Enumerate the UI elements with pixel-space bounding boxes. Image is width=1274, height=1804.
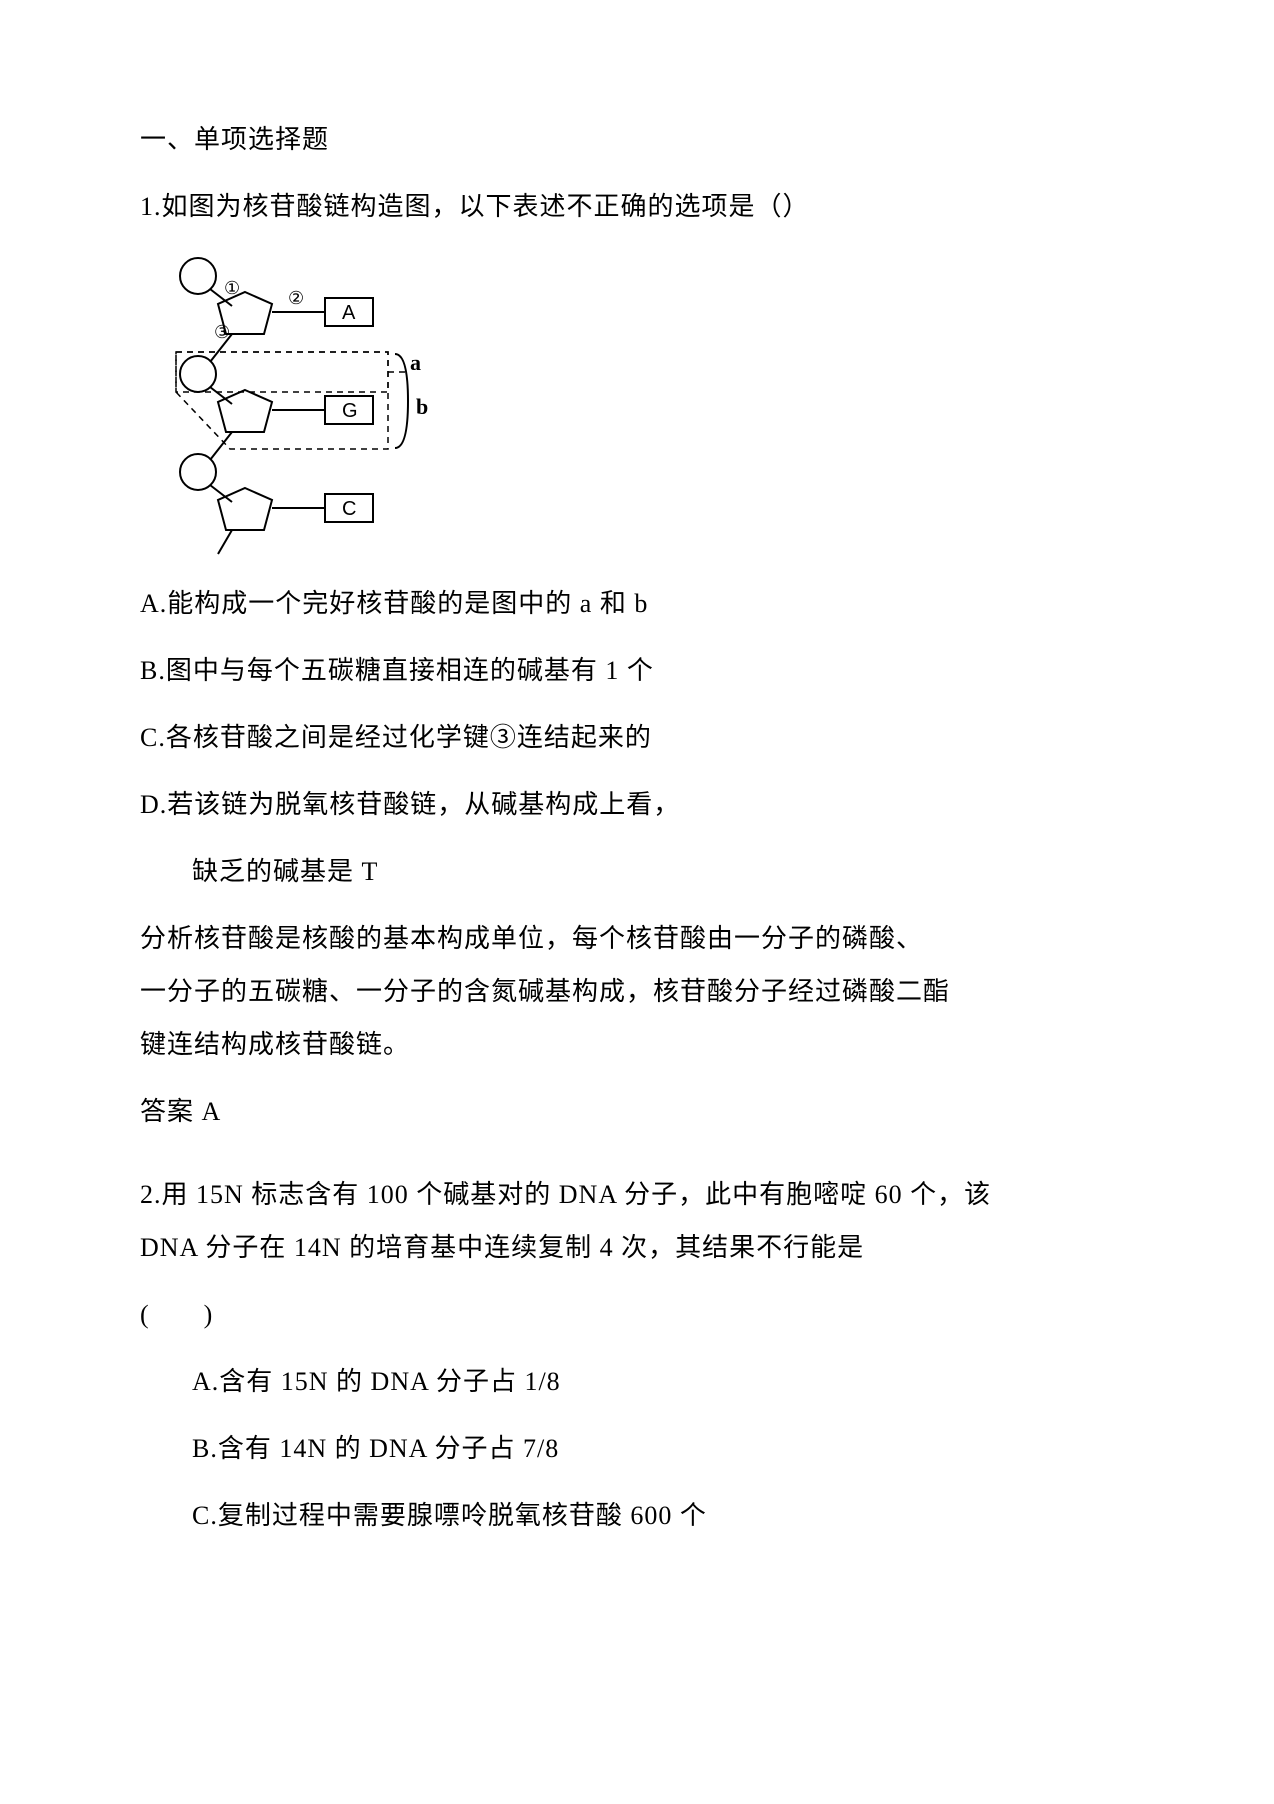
base-label-C: C bbox=[342, 498, 356, 520]
q1-stem: 1.如图为核苷酸链构造图，以下表述不正确的选项是（） bbox=[140, 187, 1134, 226]
q2-option-a: A.含有 15N 的 DNA 分子占 1/8 bbox=[140, 1362, 1134, 1401]
q1-option-a: A.能构成一个完好核苷酸的是图中的 a 和 b bbox=[140, 584, 1134, 623]
q2-paren: ( ) bbox=[140, 1295, 1134, 1334]
q1-option-c: C.各核苷酸之间是经过化学键③连结起来的 bbox=[140, 718, 1134, 757]
page: 一、单项选择题 1.如图为核苷酸链构造图，以下表述不正确的选项是（） A ① ②… bbox=[0, 0, 1274, 1804]
q1-analysis-l1: 分析核苷酸是核酸的基本构成单位，每个核苷酸由一分子的磷酸、 bbox=[140, 919, 1134, 958]
q1-analysis-l2: 一分子的五碳糖、一分子的含氮碱基构成，核苷酸分子经过磷酸二酯 bbox=[140, 972, 1134, 1011]
nucleotide-diagram-svg: A ① ② ③ G a b C bbox=[170, 254, 470, 559]
circled-1: ① bbox=[224, 278, 240, 298]
circled-2: ② bbox=[288, 288, 304, 308]
q1-option-d-line1: D.若该链为脱氧核苷酸链，从碱基构成上看， bbox=[140, 785, 1134, 824]
q1-option-d-line2: 缺乏的碱基是 T bbox=[140, 852, 1134, 891]
q2-option-c: C.复制过程中需要腺嘌呤脱氧核苷酸 600 个 bbox=[140, 1496, 1134, 1535]
q2-option-b: B.含有 14N 的 DNA 分子占 7/8 bbox=[140, 1429, 1134, 1468]
bracket-label-a: a bbox=[410, 350, 421, 375]
q1-diagram: A ① ② ③ G a b C bbox=[170, 254, 1134, 564]
q2-stem-l2: DNA 分子在 14N 的培育基中连续复制 4 次，其结果不行能是 bbox=[140, 1228, 1134, 1267]
q1-answer: 答案 A bbox=[140, 1092, 1134, 1131]
base-label-A: A bbox=[342, 302, 356, 324]
bracket-label-b: b bbox=[416, 394, 428, 419]
section-heading: 一、单项选择题 bbox=[140, 120, 1134, 159]
base-label-G: G bbox=[342, 400, 358, 422]
q1-analysis-l3: 键连结构成核苷酸链。 bbox=[140, 1025, 1134, 1064]
q1-option-b: B.图中与每个五碳糖直接相连的碱基有 1 个 bbox=[140, 651, 1134, 690]
q2-stem-l1: 2.用 15N 标志含有 100 个碱基对的 DNA 分子，此中有胞嘧啶 60 … bbox=[140, 1175, 1134, 1214]
